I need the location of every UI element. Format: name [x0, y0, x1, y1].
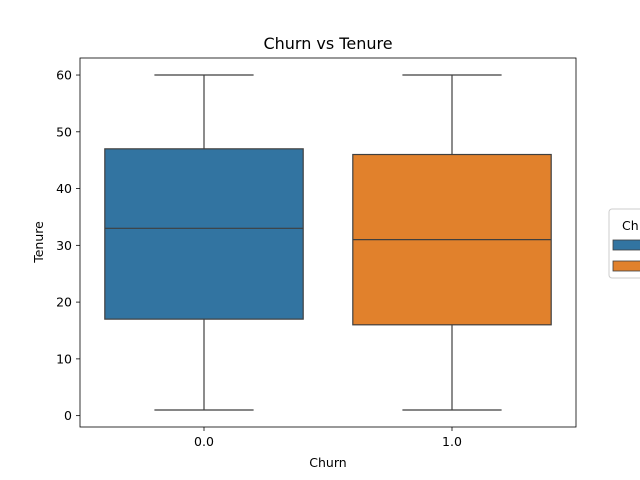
plot-frame: [79, 57, 577, 428]
y-tick-label-5: 50: [56, 124, 72, 139]
x-axis-label: Churn: [309, 455, 346, 470]
box-0: [104, 148, 304, 320]
legend-swatch-1: [612, 260, 640, 272]
plot-area: 0.0 1.0 0 10 20 30 40 50 60: [56, 68, 552, 449]
legend-swatch-0: [612, 239, 640, 251]
x-tick-label-0: 0.0: [194, 434, 214, 449]
y-tick-label-1: 10: [56, 351, 72, 366]
chart-title: Churn vs Tenure: [263, 34, 392, 53]
x-tick-label-1: 1.0: [442, 434, 462, 449]
y-tick-label-4: 40: [56, 181, 72, 196]
y-tick-label-3: 30: [56, 238, 72, 253]
y-tick-label-6: 60: [56, 68, 72, 83]
y-tick-label-0: 0: [64, 408, 72, 423]
y-axis-label: Tenure: [31, 221, 46, 264]
legend-title: Ch: [622, 218, 639, 233]
y-tick-label-2: 20: [56, 295, 72, 310]
legend: Ch: [608, 208, 640, 279]
